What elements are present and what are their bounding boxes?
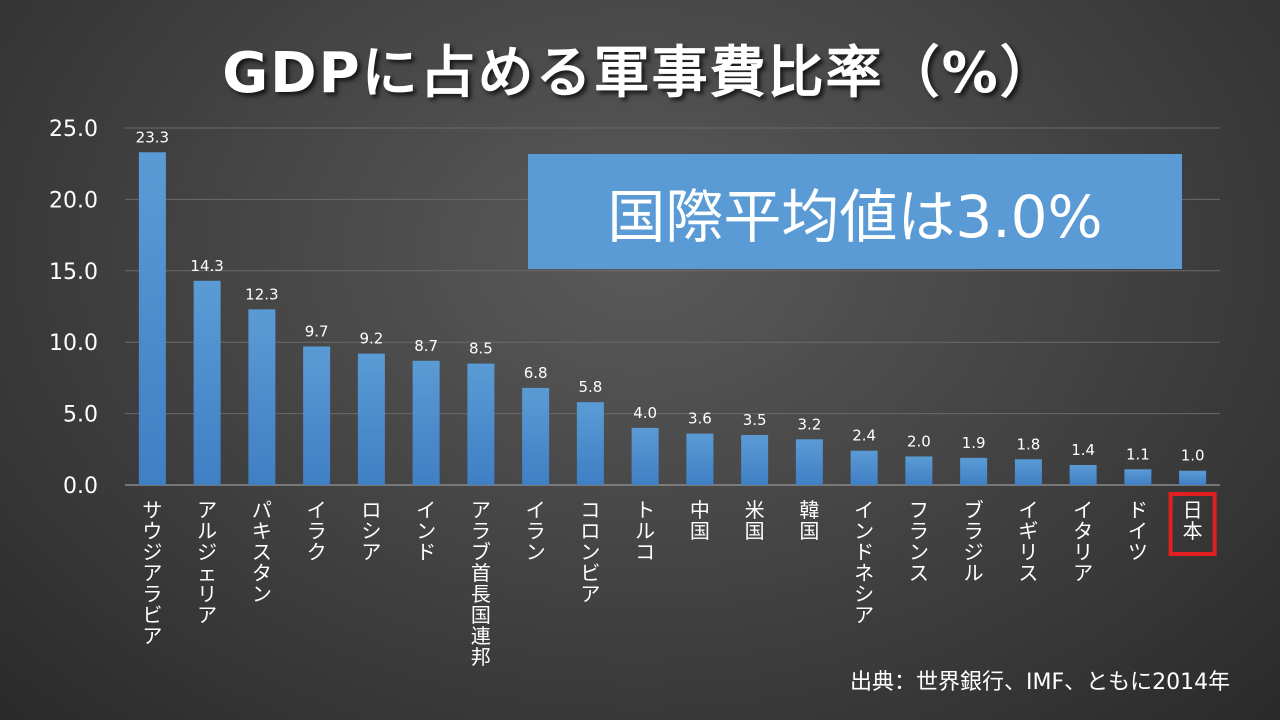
- data-label: 8.5: [469, 340, 493, 358]
- category-label: ドイツ: [1128, 498, 1148, 564]
- data-label: 1.9: [962, 434, 986, 452]
- category-label: 中国: [690, 498, 710, 543]
- bar: [522, 387, 550, 485]
- data-label: 12.3: [245, 285, 278, 303]
- bar: [631, 427, 659, 485]
- bar: [1124, 469, 1152, 485]
- category-label: フランス: [909, 498, 929, 585]
- bar: [193, 280, 221, 485]
- bar: [138, 152, 166, 485]
- bar: [467, 363, 495, 485]
- category-label: ブラジル: [964, 498, 984, 585]
- bar: [905, 456, 933, 485]
- international-average-callout: 国際平均値は3.0%: [528, 154, 1182, 269]
- data-label: 3.5: [743, 411, 767, 429]
- category-label: インドネシア: [854, 498, 874, 627]
- y-tick-label: 20.0: [49, 188, 98, 213]
- category-label: コロンビア: [580, 498, 600, 606]
- category-label: パキスタン: [252, 498, 272, 606]
- data-label: 23.3: [136, 128, 169, 146]
- bar: [1014, 459, 1042, 485]
- bar: [686, 433, 714, 485]
- data-label: 5.8: [578, 378, 602, 396]
- y-tick-label: 0.0: [63, 474, 98, 499]
- bar: [303, 346, 331, 485]
- category-label: イギリス: [1018, 498, 1038, 585]
- y-tick-label: 10.0: [49, 331, 98, 356]
- category-label: ロシア: [361, 498, 381, 564]
- data-label: 2.0: [907, 432, 931, 450]
- category-label: イラク: [307, 498, 327, 564]
- data-label: 9.7: [305, 322, 329, 340]
- data-label: 6.8: [524, 364, 548, 382]
- japan-highlight-box: [1168, 492, 1217, 556]
- y-tick-label: 5.0: [63, 403, 98, 428]
- data-label: 2.4: [852, 427, 876, 445]
- category-label: 韓国: [799, 498, 819, 543]
- y-tick-label: 25.0: [49, 117, 98, 142]
- source-note: 出典：世界銀行、IMF、ともに2014年: [850, 670, 1231, 695]
- bar: [1069, 465, 1097, 485]
- bar: [412, 360, 440, 485]
- data-label: 1.4: [1071, 441, 1095, 459]
- category-label: トルコ: [635, 498, 655, 564]
- category-label: アルジェリア: [197, 498, 217, 627]
- bar: [741, 435, 769, 485]
- bar: [795, 439, 823, 485]
- data-label: 14.3: [190, 257, 223, 275]
- data-label: 1.1: [1126, 445, 1150, 463]
- bar: [850, 450, 878, 485]
- data-label: 3.6: [688, 410, 712, 428]
- category-label: インド: [416, 498, 436, 564]
- bar: [576, 402, 604, 485]
- data-label: 4.0: [633, 404, 657, 422]
- bar: [248, 309, 276, 485]
- category-label: イタリア: [1073, 498, 1093, 585]
- category-label: イラン: [526, 498, 546, 564]
- data-label: 9.2: [359, 330, 383, 348]
- category-label: 米国: [745, 498, 765, 543]
- category-label: アラブ首長国連邦: [471, 498, 491, 669]
- y-tick-label: 15.0: [49, 260, 98, 285]
- chart-title: GDPに占める軍事費比率（%）: [222, 41, 1058, 106]
- bar: [357, 353, 385, 485]
- data-label: 1.8: [1016, 435, 1040, 453]
- category-label: 日本: [1183, 498, 1203, 543]
- data-label: 3.2: [797, 415, 821, 433]
- bar: [1179, 470, 1207, 485]
- data-label: 1.0: [1181, 447, 1205, 465]
- data-label: 8.7: [414, 337, 438, 355]
- category-label: サウジアラビア: [142, 498, 162, 648]
- bar: [960, 457, 988, 485]
